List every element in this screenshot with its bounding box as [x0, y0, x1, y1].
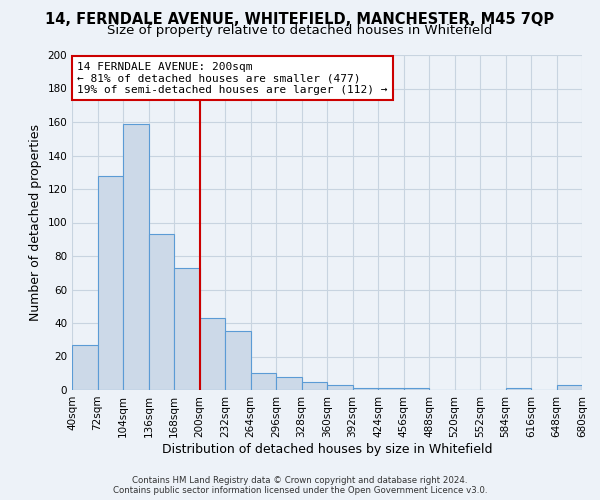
Bar [149, 234, 174, 390]
Bar [251, 373, 276, 390]
Bar [225, 332, 251, 390]
X-axis label: Distribution of detached houses by size in Whitefield: Distribution of detached houses by size … [162, 442, 492, 456]
Bar [557, 385, 582, 390]
Bar [72, 345, 97, 390]
Bar [327, 385, 353, 390]
Bar [302, 382, 327, 390]
Bar [353, 388, 378, 390]
Y-axis label: Number of detached properties: Number of detached properties [29, 124, 42, 321]
Bar [276, 376, 302, 390]
Bar [174, 268, 199, 390]
Bar [123, 124, 149, 390]
Text: 14 FERNDALE AVENUE: 200sqm
← 81% of detached houses are smaller (477)
19% of sem: 14 FERNDALE AVENUE: 200sqm ← 81% of deta… [77, 62, 388, 95]
Text: Contains HM Land Registry data © Crown copyright and database right 2024.
Contai: Contains HM Land Registry data © Crown c… [113, 476, 487, 495]
Text: 14, FERNDALE AVENUE, WHITEFIELD, MANCHESTER, M45 7QP: 14, FERNDALE AVENUE, WHITEFIELD, MANCHES… [46, 12, 554, 28]
Bar [199, 318, 225, 390]
Bar [378, 388, 404, 390]
Bar [505, 388, 531, 390]
Text: Size of property relative to detached houses in Whitefield: Size of property relative to detached ho… [107, 24, 493, 37]
Bar [404, 388, 429, 390]
Bar [97, 176, 123, 390]
